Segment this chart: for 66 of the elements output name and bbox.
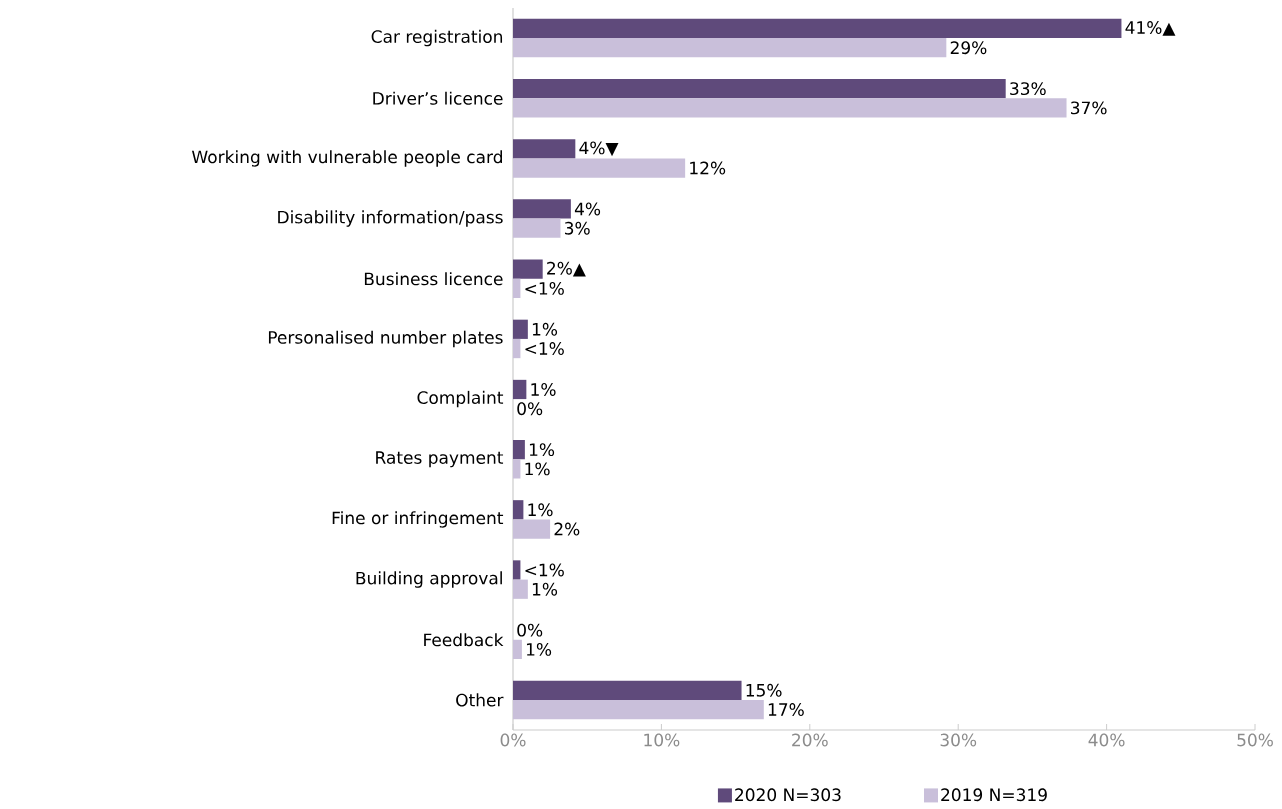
bar: [513, 379, 527, 400]
bar: [513, 639, 522, 660]
y-tick-label: Business licence: [364, 272, 503, 286]
data-label: 1%: [532, 582, 558, 596]
y-tick-label: Building approval: [356, 571, 502, 588]
bar: [513, 459, 521, 479]
bar: [513, 79, 1006, 99]
data-label: 2%: [554, 522, 580, 536]
bar: [513, 519, 551, 539]
x-tick-label: 40%: [1088, 733, 1125, 747]
data-label: 2%▲: [547, 261, 586, 277]
bar: [513, 98, 1067, 118]
y-tick-label: Fine or infringement: [332, 511, 504, 528]
data-label: 17%: [768, 703, 804, 716]
bar: [513, 199, 571, 219]
data-label: 12%: [690, 161, 726, 175]
data-label: 1%: [529, 443, 555, 457]
data-label: 33%: [1010, 82, 1046, 96]
x-tick-label: 20%: [792, 733, 828, 747]
y-tick-label: Car registration: [371, 29, 503, 47]
data-label: 0%: [517, 402, 543, 416]
x-tick-label: 0%: [500, 733, 526, 747]
y-tick-label: Feedback: [424, 633, 504, 647]
data-label: <1%: [525, 342, 564, 355]
bar: [513, 338, 521, 359]
y-tick-label: Personalised number plates: [268, 330, 503, 348]
data-label: 1%: [525, 462, 550, 476]
y-tick-label: Driver’s licence: [373, 91, 503, 105]
x-tick-label: 50%: [1237, 733, 1273, 747]
data-label: 1%: [526, 642, 552, 656]
y-tick-label: Disability information/pass: [278, 210, 503, 227]
y-tick-label: Complaint: [417, 390, 504, 408]
bar: [513, 440, 525, 460]
bar: [513, 560, 521, 580]
data-label: 0%: [517, 623, 543, 637]
bar: [513, 500, 524, 520]
bar: [513, 139, 576, 159]
data-label: 15%: [746, 683, 782, 697]
bar: [513, 158, 686, 178]
y-tick-label: Rates payment: [376, 451, 504, 468]
bar: [513, 38, 947, 58]
bar: [513, 579, 528, 599]
bar: [513, 18, 1122, 39]
data-label: 4%: [574, 202, 601, 216]
bar: [513, 278, 521, 299]
data-label: <1%: [525, 281, 564, 295]
x-tick-label: 30%: [940, 733, 977, 747]
bar: [513, 218, 561, 238]
data-label: 3%: [564, 221, 590, 235]
bar: [513, 699, 764, 720]
data-label: 41%▲: [1125, 21, 1176, 36]
data-label: 37%: [1071, 101, 1107, 115]
y-tick-label: Other: [456, 693, 504, 707]
bar: [513, 680, 742, 700]
data-label: 1%: [532, 322, 558, 336]
data-label: 29%: [950, 41, 987, 55]
bar: [513, 259, 543, 279]
data-label: <1%: [525, 563, 564, 577]
legend-label: 2019 N=319: [941, 788, 1047, 802]
x-tick-label: 10%: [644, 733, 680, 747]
bar: [513, 319, 528, 339]
data-label: 4%▼: [579, 141, 619, 157]
legend-label: 2020 N=303: [735, 788, 841, 802]
y-tick-label: Working with vulnerable people card: [191, 150, 502, 167]
data-label: 1%: [528, 503, 553, 517]
data-label: 1%: [531, 383, 556, 396]
